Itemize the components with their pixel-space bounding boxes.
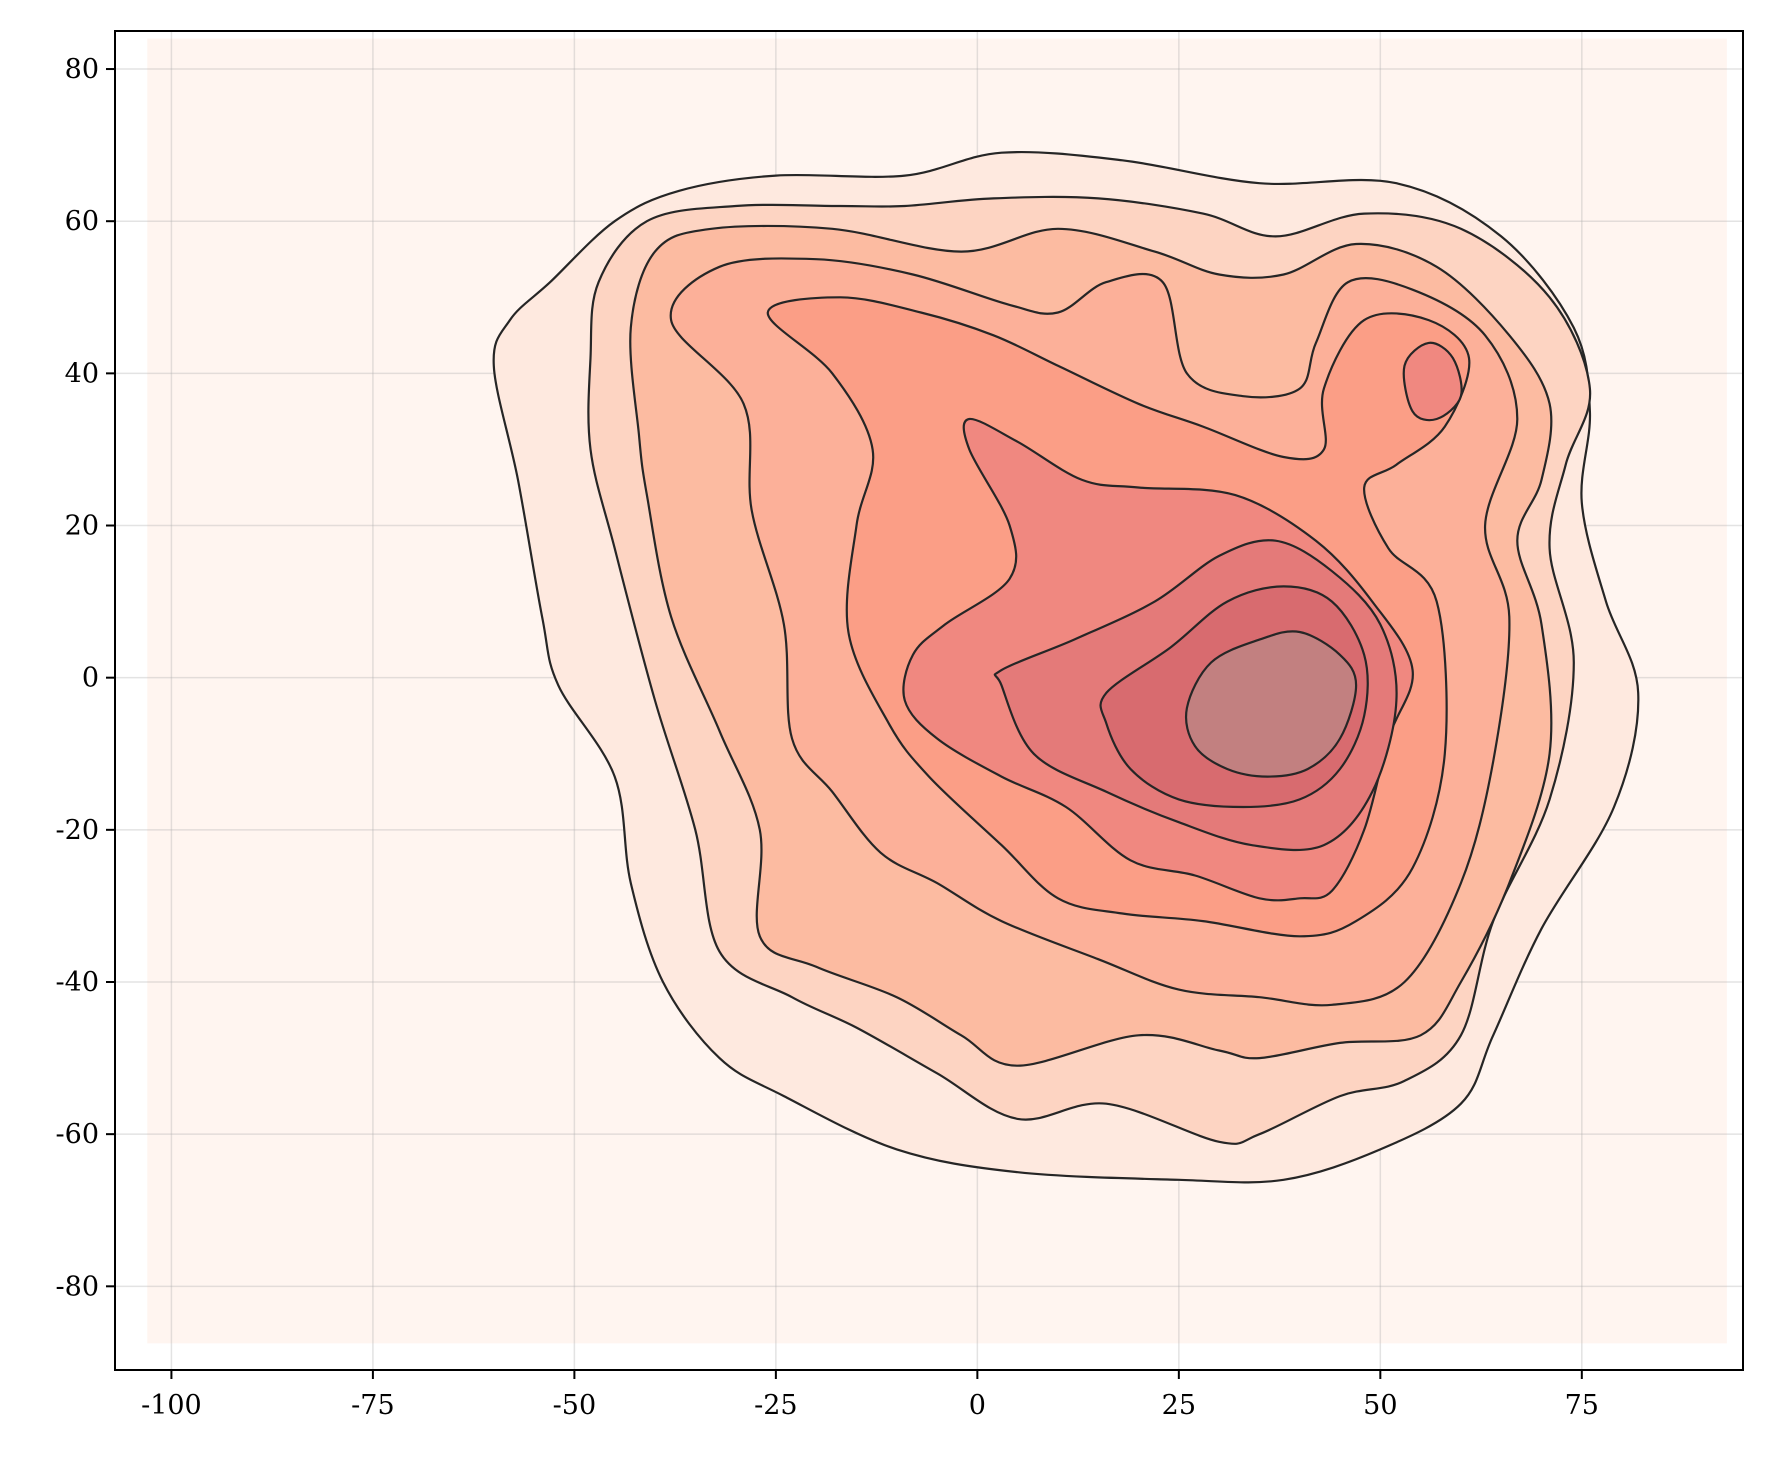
- y-tick-label: -20: [56, 815, 99, 846]
- y-tick-label: 20: [65, 511, 99, 542]
- x-tick-label: 25: [1162, 1390, 1196, 1421]
- y-tick-label: 80: [65, 54, 99, 85]
- x-tick-label: -25: [754, 1390, 797, 1421]
- y-tick-label: -60: [56, 1119, 99, 1150]
- x-tick-label: 50: [1363, 1390, 1397, 1421]
- y-tick-label: 0: [82, 663, 99, 694]
- y-axis-ticks: -80 -60 -40 -20 0 20 40 60 80: [56, 54, 115, 1302]
- axes-frame: [114, 30, 1744, 1371]
- y-tick-label: 60: [65, 206, 99, 237]
- x-tick-label: -100: [141, 1390, 202, 1421]
- x-tick-label: -50: [553, 1390, 596, 1421]
- x-tick-label: -75: [351, 1390, 394, 1421]
- contour-levels: [492, 150, 1640, 1184]
- x-axis-ticks: -100 -75 -50 -25 0 25 50 75: [141, 1370, 1599, 1421]
- x-tick-label: 0: [969, 1390, 986, 1421]
- contour-level-10: [1402, 341, 1463, 422]
- y-tick-label: 40: [65, 358, 99, 389]
- x-tick-label: 75: [1565, 1390, 1599, 1421]
- y-tick-label: -80: [56, 1271, 99, 1302]
- contour-level-9: [1184, 630, 1358, 778]
- y-tick-label: -40: [56, 967, 99, 998]
